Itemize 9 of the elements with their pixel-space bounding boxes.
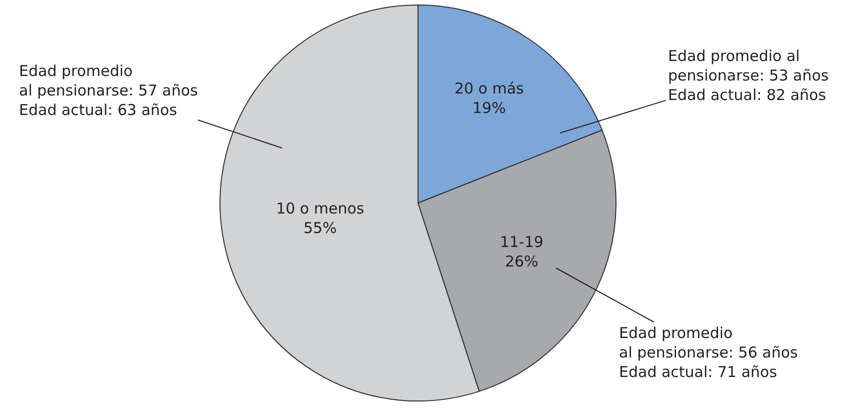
data-label: 19% bbox=[472, 98, 506, 117]
slice-label: 11-19 bbox=[500, 233, 544, 252]
slice-label: 20 o más bbox=[454, 79, 524, 98]
text: Edad promedio al pensionarse: 56 años Edad actual: 71 años bbox=[619, 324, 798, 381]
text: Edad promedio al pensionarse: 57 años Edad actual: 63 años bbox=[19, 62, 198, 119]
data-label: 26% bbox=[504, 252, 538, 271]
text: Edad promedio al pensionarse: 53 años Edad actual: 82 años bbox=[668, 47, 829, 104]
data-label: 55% bbox=[303, 219, 337, 238]
slice-label: 10 o menos bbox=[276, 200, 364, 218]
